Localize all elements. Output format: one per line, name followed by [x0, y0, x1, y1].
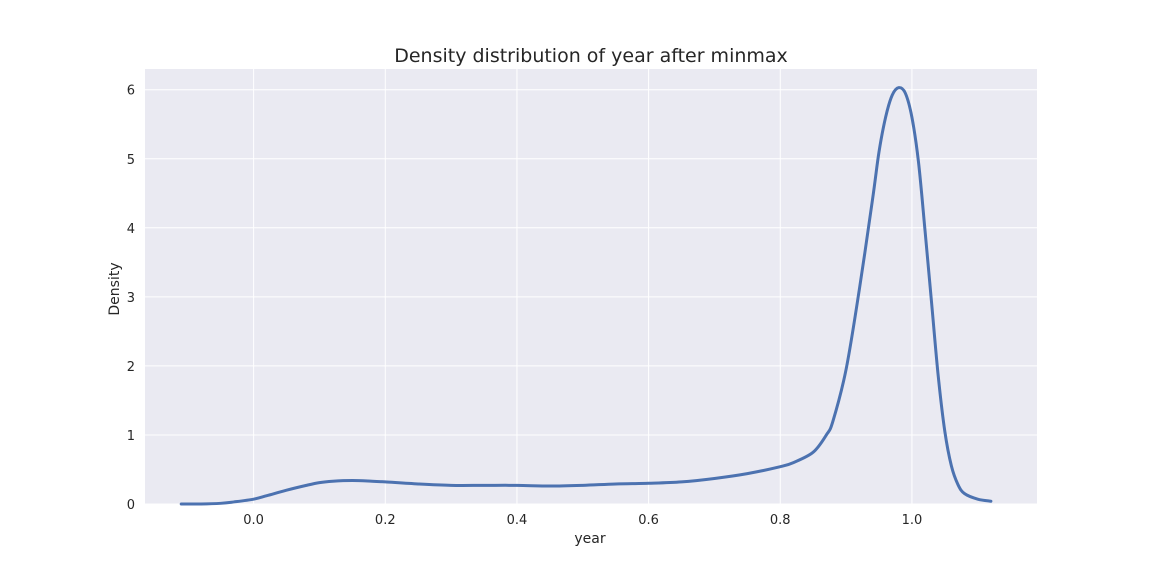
x-tick-label: 1.0: [902, 513, 923, 528]
x-tick-label: 0.4: [507, 513, 528, 528]
plot-area: [145, 69, 1037, 504]
density-line: [179, 86, 993, 506]
grid-lines: [145, 69, 1037, 505]
y-tick-label: 3: [127, 291, 135, 306]
y-tick-label: 5: [127, 153, 135, 168]
x-tick-label: 0.6: [638, 513, 659, 528]
y-tick-label: 0: [127, 498, 135, 513]
tick-labels: 0.0 0.2 0.4 0.6 0.8 1.0 0 1 2 3 4 5 6: [127, 84, 923, 528]
y-tick-label: 6: [127, 84, 135, 99]
x-tick-label: 0.2: [375, 513, 396, 528]
x-tick-label: 0.0: [243, 513, 264, 528]
y-tick-label: 2: [127, 360, 135, 375]
x-tick-label: 0.8: [770, 513, 791, 528]
y-tick-label: 1: [127, 429, 135, 444]
series-layer: [179, 86, 993, 506]
y-axis-label: Density: [107, 262, 123, 315]
x-axis-label: year: [574, 531, 605, 547]
chart-title: Density distribution of year after minma…: [394, 45, 788, 67]
y-tick-label: 4: [127, 222, 135, 237]
